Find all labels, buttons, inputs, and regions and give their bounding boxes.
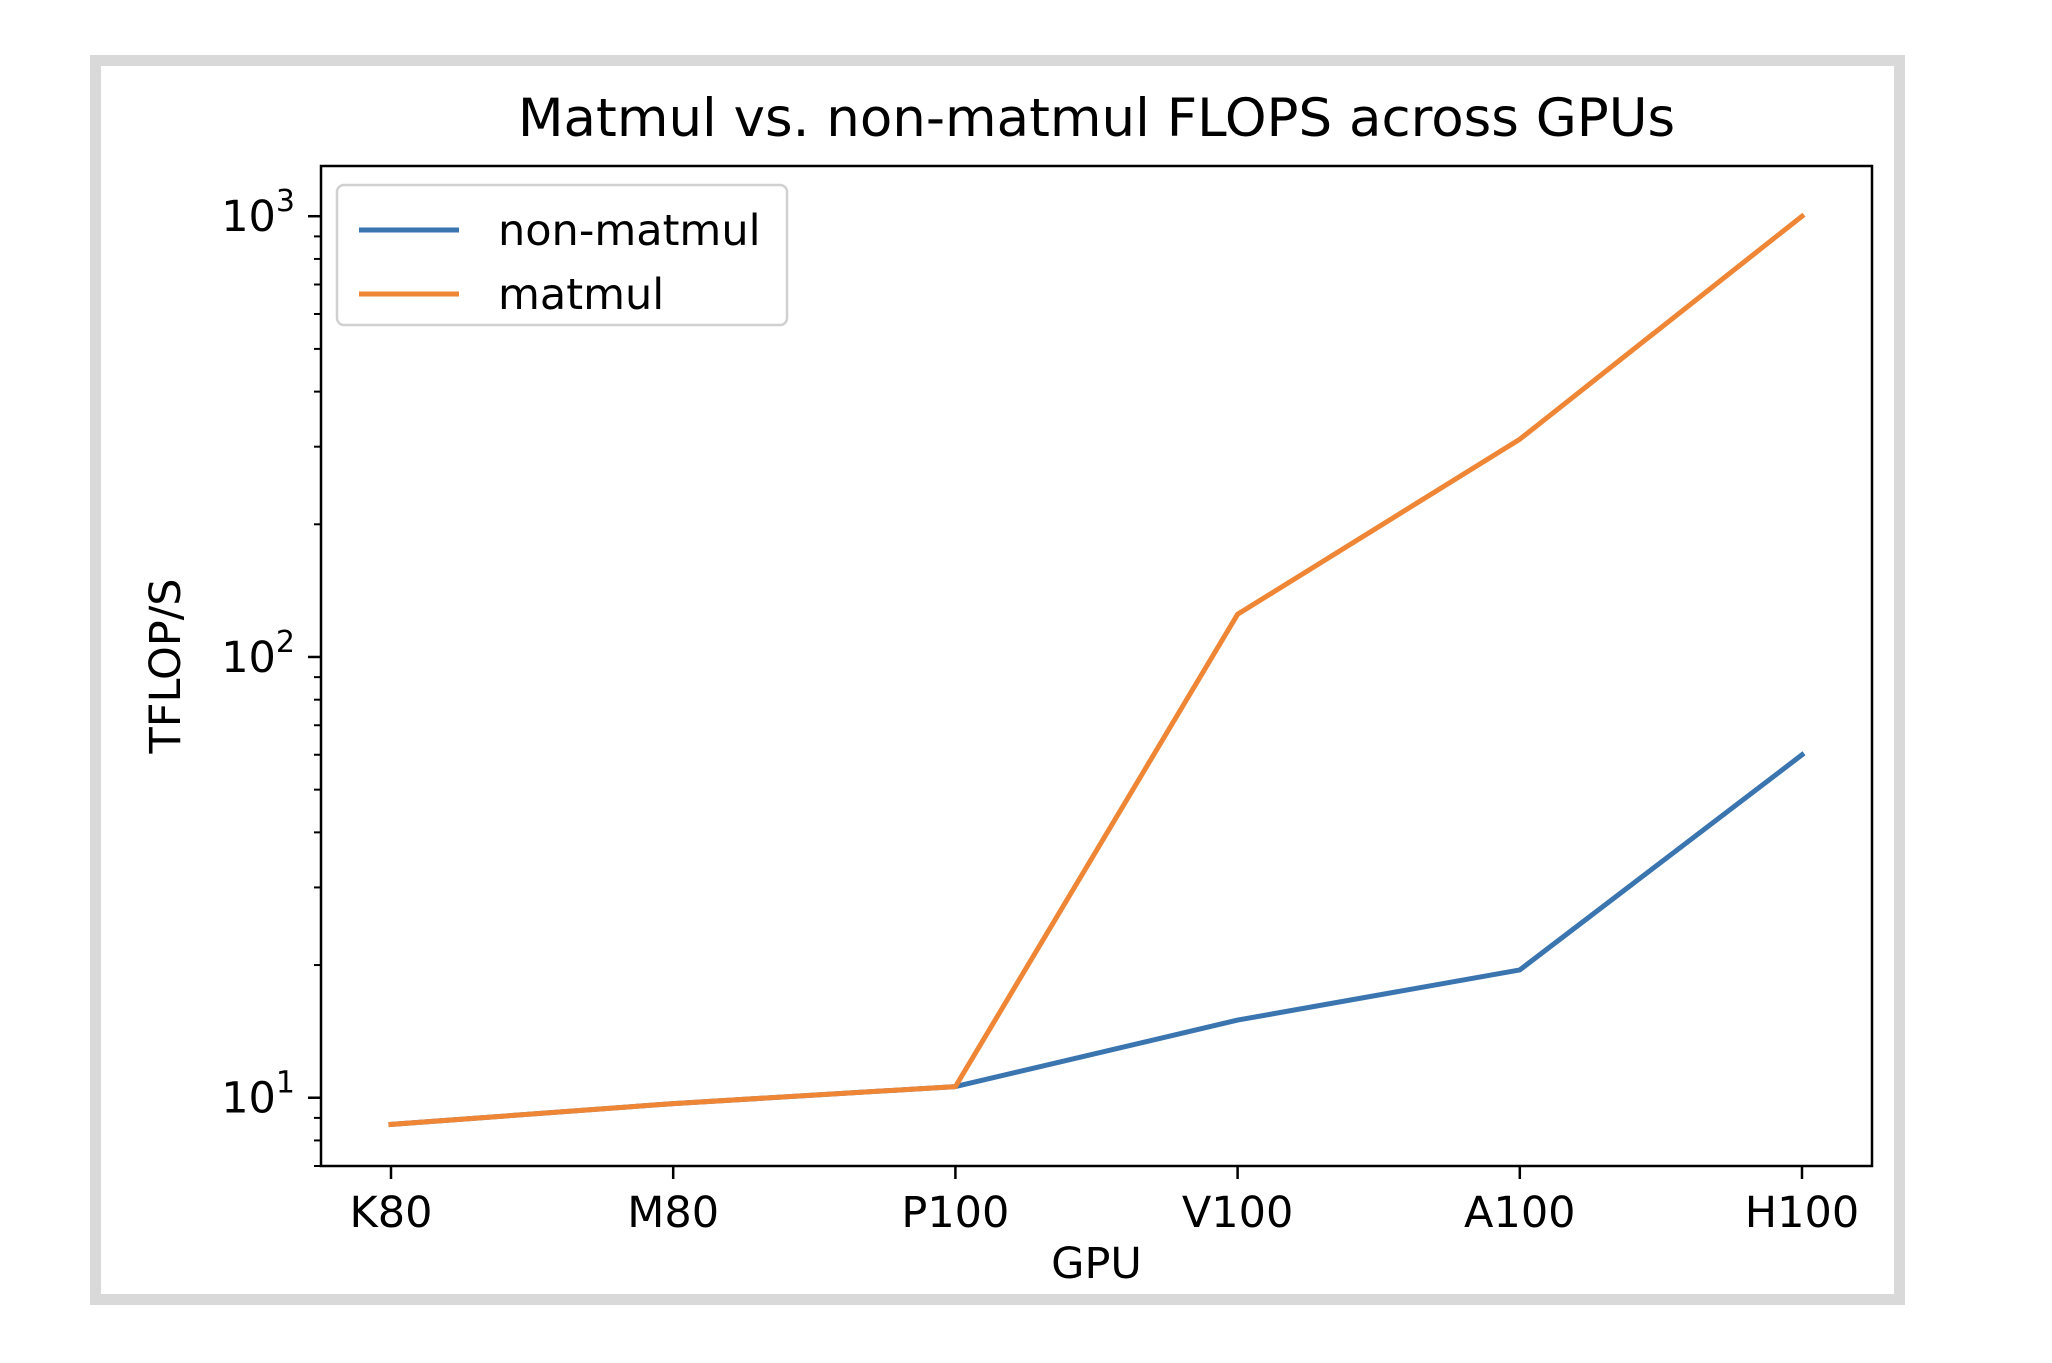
- y-tick-label: 101: [221, 1066, 295, 1124]
- x-tick-label: A100: [1464, 1188, 1576, 1238]
- chart-title: Matmul vs. non-matmul FLOPS across GPUs: [518, 88, 1675, 149]
- series-lines: [388, 212, 1806, 1128]
- y-axis-label: TFLOP/S: [141, 579, 191, 755]
- series-line-non-matmul: [388, 751, 1806, 1128]
- legend-box: [335, 183, 789, 327]
- legend: non-matmul matmul: [335, 183, 789, 327]
- y-tick-label: 102: [221, 625, 295, 683]
- x-tick-label: P100: [901, 1188, 1009, 1238]
- y-tick-label-base: 10: [221, 192, 276, 242]
- chart-frame: Matmul vs. non-matmul FLOPS across GPUs …: [90, 55, 1905, 1305]
- legend-label: non-matmul: [498, 206, 761, 256]
- x-tick-label: M80: [627, 1188, 719, 1238]
- y-tick-label-base: 10: [221, 1074, 276, 1124]
- legend-label: matmul: [498, 270, 664, 320]
- y-tick-label-exponent: 2: [276, 625, 295, 660]
- series-line-matmul: [388, 212, 1806, 1128]
- chart: Matmul vs. non-matmul FLOPS across GPUs …: [141, 88, 1874, 1289]
- y-tick-label-exponent: 1: [276, 1066, 295, 1101]
- x-axis-label: GPU: [1051, 1239, 1142, 1289]
- x-ticks: K80 M80 P100 V100 A100 H100: [350, 1166, 1859, 1238]
- y-tick-label: 103: [221, 184, 295, 242]
- y-tick-label-exponent: 3: [276, 184, 295, 219]
- plot-area: [319, 164, 1874, 1168]
- x-tick-label: H100: [1745, 1188, 1859, 1238]
- x-tick-label: K80: [350, 1188, 433, 1238]
- y-tick-label-base: 10: [221, 633, 276, 683]
- x-tick-label: V100: [1182, 1188, 1294, 1238]
